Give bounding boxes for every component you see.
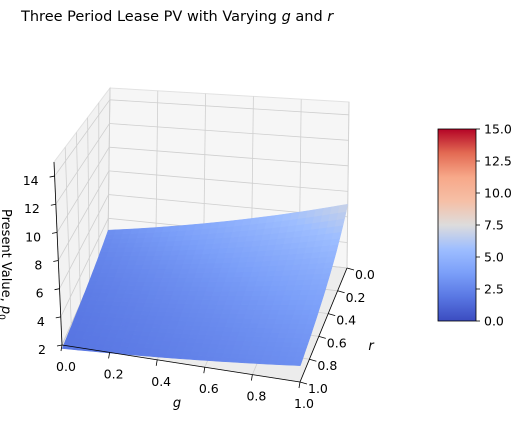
surface-patch [301, 333, 312, 339]
gridline-left-r [107, 87, 111, 243]
z-tick [54, 288, 60, 291]
surface-patch [326, 250, 338, 258]
z-tick-label: 6 [36, 286, 44, 301]
surface-patch [291, 360, 303, 366]
surface-patch [320, 272, 331, 280]
y-tick [299, 381, 308, 385]
x-tick-label: 0.6 [199, 381, 219, 396]
x-tick-label: 0.4 [151, 374, 171, 389]
gridline-z [59, 194, 348, 289]
y-axis-line [299, 267, 348, 383]
surface-patch [321, 267, 333, 274]
tick-labels: 0.0 0.2 0.4 0.6 0.8 1.0 0.0 0.2 0.4 0.6 0.8 1.0 2 4 6 8… [23, 173, 375, 411]
surface-patch [310, 304, 322, 310]
z-tick [49, 175, 55, 178]
gridline-left-r [76, 132, 81, 304]
z-tick-label: 10 [25, 229, 41, 244]
z-axis-line [53, 161, 63, 346]
x-tick-label: 1.0 [294, 396, 314, 411]
x-tick-label: 0.2 [104, 366, 124, 381]
surface-patch [306, 318, 317, 325]
colorbar-tick-label: 0.0 [484, 314, 504, 329]
surface-patch [304, 323, 315, 330]
gridline-back-g [346, 101, 350, 269]
surface-patch [296, 347, 307, 353]
z-tick [50, 203, 56, 206]
y-tick [346, 267, 355, 271]
gridline-left-r [87, 117, 90, 284]
surface-patch [293, 356, 304, 362]
z-tick-label: 2 [38, 342, 46, 357]
gridline-z [54, 99, 349, 177]
z-tick-label: 4 [37, 314, 45, 329]
gridline-left-r [64, 147, 72, 325]
surface-patch [314, 294, 325, 300]
x-axis-line [61, 344, 301, 383]
x-axis-label: g [173, 396, 181, 411]
surface-patch [303, 328, 314, 334]
surface-patch [312, 299, 323, 305]
z-tick [56, 344, 63, 347]
surface-patch [299, 337, 311, 344]
y-tick-label: 0.4 [336, 313, 356, 328]
z-tick-label: 12 [24, 201, 40, 216]
surface-patch [298, 342, 309, 348]
z-axis-label: Present Value, p0 [0, 209, 13, 320]
y-tick [337, 290, 345, 294]
surface-patch [318, 278, 330, 285]
z-tick-label: 8 [34, 258, 42, 273]
colorbar [437, 128, 477, 322]
z-tick [51, 231, 58, 234]
colorbar-tick-label: 2.5 [484, 282, 504, 297]
colorbar-tick-label: 5.0 [484, 250, 504, 265]
x-tick-label: 0.0 [56, 359, 76, 374]
x-tick [203, 367, 206, 374]
x-tick [298, 381, 301, 389]
y-tick-label: 0.6 [327, 335, 347, 350]
surface-patch [307, 314, 319, 320]
y-tick-label: 0.2 [346, 290, 366, 305]
colorbar-tick-label: 7.5 [484, 218, 504, 233]
surface-mesh [61, 203, 349, 366]
x-tick-label: 0.8 [246, 389, 266, 404]
surface-patch [325, 256, 336, 263]
z-tick [53, 260, 59, 262]
surface-patch [337, 203, 349, 214]
surface-patch [323, 261, 334, 269]
z-tick [55, 316, 61, 319]
y-tick-label: 0.0 [355, 267, 375, 282]
colorbar-tick-label: 10.0 [484, 186, 512, 201]
y-tick [318, 336, 326, 339]
y-tick [309, 358, 317, 362]
surface-patch [317, 283, 328, 290]
z-tick-label: 14 [23, 173, 39, 188]
gridline-z [55, 123, 349, 205]
x-tick [251, 374, 253, 381]
x-tick [155, 359, 158, 366]
x-tick [108, 352, 110, 359]
y-tick-label: 1.0 [308, 381, 328, 396]
chart-title: Three Period Lease PV with Varying g and… [21, 9, 334, 25]
y-tick [328, 313, 336, 316]
y-axis-label: r [368, 339, 375, 354]
colorbar-tick-label: 15.0 [484, 122, 512, 137]
colorbar-ticks: 0.0 2.5 5.0 7.5 10.0 12.5 15.0 [476, 122, 512, 329]
y-tick-label: 0.8 [317, 358, 337, 373]
gridline-z [57, 170, 348, 261]
colorbar-tick-label: 12.5 [484, 154, 512, 169]
surface-patch [295, 351, 306, 357]
gridline-back-g [155, 90, 159, 248]
x-tick [60, 344, 63, 352]
surface-patch [309, 309, 320, 315]
surface-patch [315, 288, 326, 295]
axis-lines [53, 161, 348, 383]
gridline-z [56, 146, 349, 233]
